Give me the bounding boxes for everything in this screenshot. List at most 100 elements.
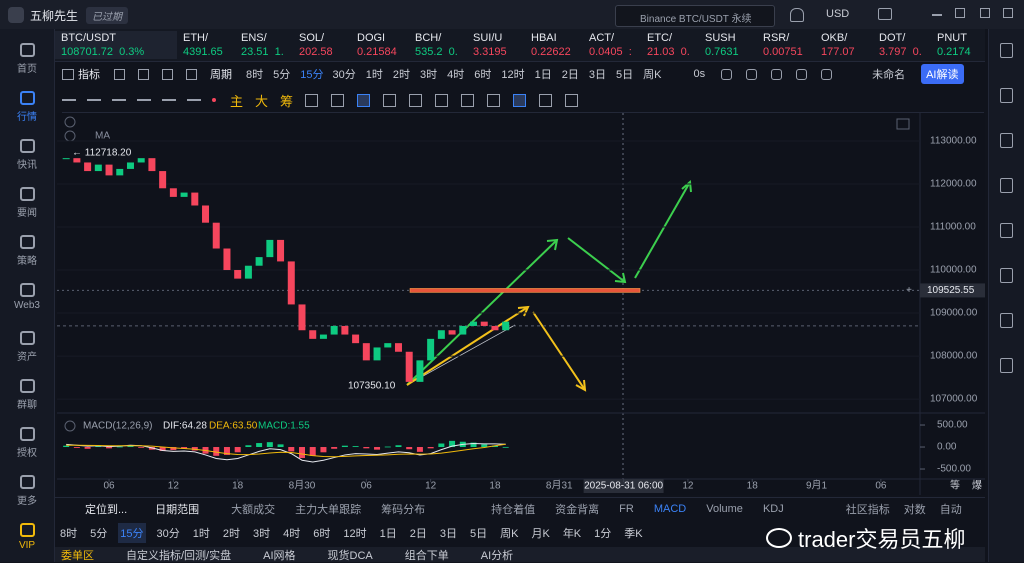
- nav-item[interactable]: 群聊: [0, 379, 54, 411]
- nav-item[interactable]: 授权: [0, 427, 54, 459]
- interval[interactable]: 3时: [420, 69, 438, 81]
- collapse-icon[interactable]: [64, 116, 76, 128]
- draw-tool[interactable]: [62, 99, 76, 101]
- period[interactable]: 1时: [192, 528, 210, 540]
- close[interactable]: [980, 8, 990, 18]
- interval[interactable]: 30分: [332, 69, 356, 81]
- indicator-tab[interactable]: 主力大单跟踪: [295, 504, 362, 516]
- nav-item[interactable]: 更多: [0, 475, 54, 507]
- period[interactable]: 1分: [594, 528, 612, 540]
- ticker[interactable]: RSR/0.00751: [757, 31, 815, 59]
- community-indicators[interactable]: 社区指标: [845, 504, 890, 516]
- tool-icon[interactable]: [721, 68, 733, 80]
- ticker[interactable]: ENS/23.51 1.: [235, 31, 293, 59]
- mail-icon[interactable]: [878, 8, 892, 20]
- ticker[interactable]: DOGI 0.21584: [351, 31, 409, 59]
- indicator-tab[interactable]: 资金背离: [555, 504, 600, 516]
- tool-icon[interactable]: [487, 93, 501, 107]
- tool-icon[interactable]: [114, 68, 125, 80]
- tool-icon[interactable]: [461, 93, 475, 107]
- tool-icon[interactable]: [796, 68, 808, 80]
- period[interactable]: 年K: [562, 528, 582, 540]
- nav-item[interactable]: 首页: [0, 43, 54, 75]
- tool-icon[interactable]: [409, 93, 423, 107]
- draw-tool[interactable]: [87, 99, 101, 101]
- nav-item[interactable]: 快讯: [0, 139, 54, 171]
- tool-icon[interactable]: [435, 93, 449, 107]
- footer-tab[interactable]: 委单区: [61, 549, 94, 562]
- ticker[interactable]: PNUT 0.2174: [931, 31, 985, 59]
- side-icon[interactable]: [1000, 43, 1013, 58]
- indicator-tab[interactable]: Volume: [706, 503, 743, 515]
- interval[interactable]: 2日: [561, 69, 579, 81]
- tool-icon[interactable]: [383, 93, 397, 107]
- footer-tab[interactable]: AI网格: [263, 549, 296, 562]
- interval[interactable]: 8时: [246, 69, 264, 81]
- log-toggle[interactable]: 对数: [903, 504, 926, 516]
- tool-icon[interactable]: [162, 68, 173, 80]
- nav-item[interactable]: 资产: [0, 331, 54, 363]
- app-name[interactable]: 五柳先生: [30, 9, 79, 23]
- nav-item[interactable]: 行情: [0, 91, 54, 123]
- period[interactable]: 5日: [470, 528, 488, 540]
- indicator-tab[interactable]: 筹码分布: [381, 504, 426, 516]
- overlay-button[interactable]: 筹: [280, 93, 294, 109]
- period[interactable]: 2日: [409, 528, 427, 540]
- ticker[interactable]: BTC/USDT 108701.72 0.3%: [55, 31, 177, 59]
- ticker[interactable]: ETH/4391.65: [177, 31, 235, 59]
- period[interactable]: 4时: [283, 528, 301, 540]
- side-icon[interactable]: [1000, 88, 1013, 103]
- fullscreen-icon[interactable]: [896, 118, 910, 130]
- period[interactable]: 季K: [624, 528, 643, 540]
- bell-icon[interactable]: [790, 8, 804, 22]
- ticker[interactable]: ETC/21.03 0.: [641, 31, 699, 59]
- draw-tool[interactable]: [137, 99, 151, 101]
- ticker[interactable]: HBAI 0.22622: [525, 31, 583, 59]
- period[interactable]: 5分: [90, 528, 108, 540]
- interval[interactable]: 4时: [447, 69, 465, 81]
- interval[interactable]: 1日: [534, 69, 552, 81]
- ticker[interactable]: SUI/U 3.3195: [467, 31, 525, 59]
- layout-name[interactable]: 未命名: [872, 69, 906, 81]
- tool-icon[interactable]: [821, 68, 833, 80]
- nav-item[interactable]: 要闻: [0, 187, 54, 219]
- ai-button[interactable]: AI解读: [921, 64, 964, 84]
- currency[interactable]: USD: [826, 8, 850, 20]
- tool-icon[interactable]: [746, 68, 758, 80]
- tool-icon[interactable]: [331, 93, 345, 107]
- side-icon[interactable]: [1000, 268, 1013, 283]
- footer-tab[interactable]: 现货DCA: [327, 549, 373, 562]
- ticker[interactable]: SUSH 0.7631: [699, 31, 757, 59]
- side-icon[interactable]: [1000, 223, 1013, 238]
- tool-icon[interactable]: [513, 93, 527, 107]
- footer-tab[interactable]: AI分析: [480, 549, 514, 562]
- tool-icon[interactable]: [305, 93, 319, 107]
- footer-tab[interactable]: 自定义指标/回测/实盘: [126, 549, 232, 562]
- expired-badge[interactable]: 已过期: [86, 7, 128, 24]
- auto-toggle[interactable]: 自动: [939, 504, 962, 516]
- locate-button[interactable]: 定位到...: [85, 504, 128, 516]
- period[interactable]: 6时: [313, 528, 331, 540]
- date-range[interactable]: 日期范围: [155, 504, 200, 516]
- indicator-button[interactable]: 指标: [78, 69, 100, 81]
- eye-icon[interactable]: [64, 130, 76, 142]
- interval[interactable]: 周K: [643, 69, 662, 81]
- tool-icon[interactable]: [565, 93, 579, 107]
- ticker[interactable]: SOL/202.58: [293, 31, 351, 59]
- interval[interactable]: 6时: [474, 69, 492, 81]
- overlay-button[interactable]: 主: [230, 93, 244, 109]
- draw-tool[interactable]: [112, 99, 126, 101]
- side-icon[interactable]: [1000, 133, 1013, 148]
- period[interactable]: 月K: [531, 528, 550, 540]
- draw-tool[interactable]: [162, 99, 176, 101]
- side-icon[interactable]: [1000, 358, 1013, 373]
- period[interactable]: 1日: [379, 528, 397, 540]
- indicator-tab[interactable]: FR: [619, 503, 634, 515]
- indicator-tab[interactable]: 大额成交: [231, 504, 276, 516]
- period-button[interactable]: 周期: [210, 69, 232, 81]
- period[interactable]: 8时: [60, 528, 78, 540]
- close-x[interactable]: [1003, 8, 1013, 18]
- interval[interactable]: 2时: [392, 69, 410, 81]
- period[interactable]: 15分: [118, 523, 146, 543]
- interval[interactable]: 15分: [300, 69, 324, 81]
